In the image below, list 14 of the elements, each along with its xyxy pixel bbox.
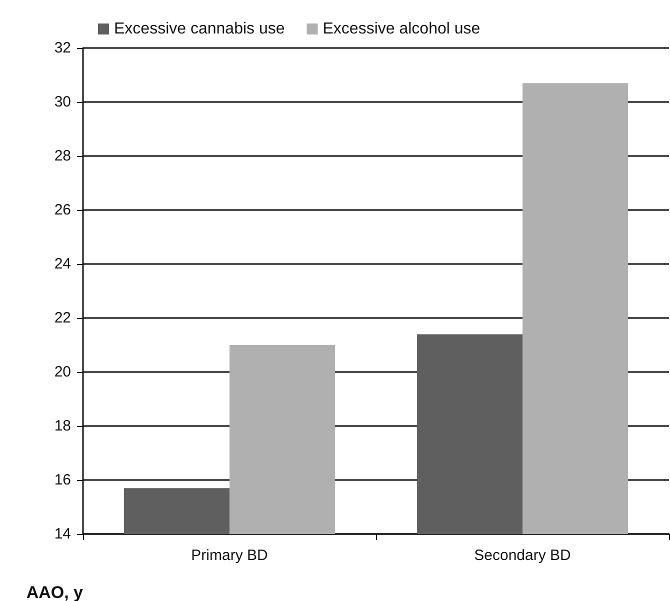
y-tick-label: 32 bbox=[54, 40, 71, 56]
y-tick-label: 30 bbox=[54, 94, 71, 110]
y-tick-label: 16 bbox=[54, 472, 71, 488]
y-tick-label: 26 bbox=[54, 202, 71, 218]
y-tick-label: 28 bbox=[54, 148, 71, 164]
x-tick-label: Secondary BD bbox=[474, 547, 572, 564]
legend-label: Excessive cannabis use bbox=[114, 20, 285, 38]
legend-label: Excessive alcohol use bbox=[322, 20, 480, 38]
y-tick-label: 24 bbox=[54, 256, 71, 272]
y-tick-label: 18 bbox=[54, 418, 71, 434]
y-tick-label: 22 bbox=[54, 310, 71, 326]
x-tick-label: Primary BD bbox=[191, 547, 268, 564]
y-tick-label: 20 bbox=[54, 364, 71, 380]
y-tick-label: 14 bbox=[54, 526, 71, 542]
